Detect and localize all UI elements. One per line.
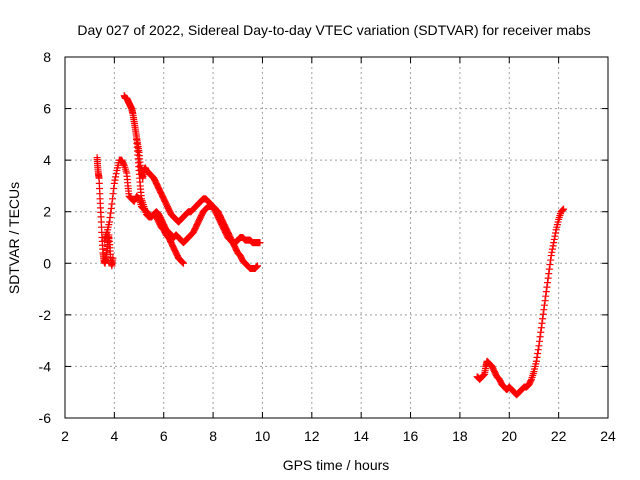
data-point — [253, 263, 261, 271]
data-point — [110, 185, 118, 193]
data-point — [111, 176, 119, 184]
data-point — [179, 259, 187, 267]
data-points — [93, 92, 568, 399]
data-point — [256, 239, 264, 247]
data-point — [552, 229, 560, 237]
data-point — [178, 258, 186, 266]
data-point — [540, 301, 548, 309]
x-tick-label: 12 — [304, 428, 320, 444]
y-axis-label: SDTVAR / TECUs — [6, 182, 22, 294]
data-point — [537, 324, 545, 332]
data-point — [534, 350, 542, 358]
x-tick-label: 6 — [160, 428, 168, 444]
data-point — [546, 261, 554, 269]
x-tick-label: 20 — [501, 428, 517, 444]
data-point — [252, 263, 260, 271]
data-point — [560, 205, 568, 213]
x-tick-label: 8 — [209, 428, 217, 444]
data-point — [539, 315, 547, 323]
data-point — [550, 239, 558, 247]
x-tick-label: 10 — [255, 428, 271, 444]
data-point — [536, 333, 544, 341]
data-point — [543, 283, 551, 291]
y-tick-label: 2 — [43, 204, 51, 220]
data-point — [538, 319, 546, 327]
y-tick-label: 6 — [43, 101, 51, 117]
data-point — [547, 252, 555, 260]
x-tick-labels: 2 4 6 8 10 12 14 16 18 20 22 24 — [61, 428, 616, 444]
x-tick-label: 14 — [353, 428, 369, 444]
y-tick-label: -6 — [39, 410, 52, 426]
data-point — [542, 288, 550, 296]
data-point — [548, 245, 556, 253]
data-point — [112, 173, 120, 181]
data-point — [527, 377, 535, 385]
data-point — [120, 160, 128, 168]
data-point — [105, 218, 113, 226]
x-tick-label: 2 — [61, 428, 69, 444]
data-point — [532, 357, 540, 365]
data-point — [110, 179, 118, 187]
data-point — [536, 337, 544, 345]
y-tick-label: 8 — [43, 49, 51, 65]
data-point — [545, 270, 553, 278]
x-tick-label: 16 — [403, 428, 419, 444]
grid — [65, 57, 608, 418]
data-point — [479, 371, 487, 379]
data-point — [541, 297, 549, 305]
data-point — [107, 209, 115, 217]
series-track-b — [100, 156, 262, 272]
data-point — [254, 262, 262, 270]
data-point — [112, 170, 120, 178]
series-track-d — [133, 136, 187, 267]
data-point — [544, 279, 552, 287]
data-point — [533, 353, 541, 361]
axis-ticks — [64, 56, 609, 419]
x-tick-label: 18 — [452, 428, 468, 444]
data-point — [179, 259, 187, 267]
series-track-c — [120, 92, 264, 247]
data-point — [109, 190, 117, 198]
y-tick-label: 0 — [43, 255, 51, 271]
x-tick-label: 4 — [110, 428, 118, 444]
data-point — [108, 200, 116, 208]
plot-frame — [64, 56, 609, 419]
data-point — [559, 206, 567, 214]
y-tick-labels: -6 -4 -2 0 2 4 6 8 — [39, 49, 52, 426]
chart-title: Day 027 of 2022, Sidereal Day-to-day VTE… — [77, 22, 590, 38]
data-point — [549, 242, 557, 250]
x-axis-label: GPS time / hours — [283, 457, 390, 473]
data-point — [109, 254, 117, 262]
y-tick-label: -4 — [39, 358, 52, 374]
data-point — [545, 265, 553, 273]
x-tick-label: 24 — [600, 428, 616, 444]
y-tick-label: 4 — [43, 152, 51, 168]
data-point — [558, 206, 566, 214]
data-point — [109, 195, 117, 203]
data-point — [544, 274, 552, 282]
data-point — [547, 256, 555, 264]
data-point — [106, 214, 114, 222]
series-track-e — [473, 205, 568, 399]
data-point — [534, 346, 542, 354]
data-point — [542, 292, 550, 300]
data-point — [537, 328, 545, 336]
x-tick-label: 22 — [551, 428, 567, 444]
y-tick-label: -2 — [39, 307, 52, 323]
data-point — [540, 306, 548, 314]
data-point — [107, 204, 115, 212]
data-point — [535, 342, 543, 350]
data-point — [551, 232, 559, 240]
data-point — [550, 235, 558, 243]
data-point — [539, 310, 547, 318]
series-track-a — [93, 154, 117, 270]
data-point — [548, 248, 556, 256]
